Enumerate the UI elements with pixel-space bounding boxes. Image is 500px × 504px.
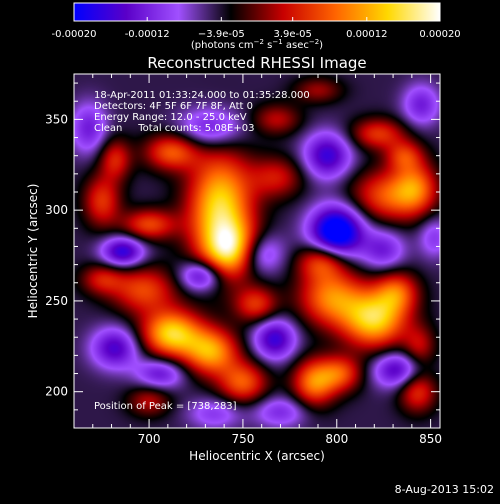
y-tick-label: 250 — [45, 294, 68, 308]
peak-position-label: Position of Peak = [738,283] — [94, 401, 237, 412]
info-line-time: 18-Apr-2011 01:33:24.000 to 01:35:28.000 — [94, 90, 310, 101]
x-tick-label: 750 — [231, 432, 254, 446]
colorbar-gradient — [73, 2, 441, 22]
plot-frame — [73, 73, 441, 429]
colorbar-tick-label: 0.00020 — [419, 29, 460, 40]
colorbar-tick-label: -0.00012 — [125, 29, 170, 40]
x-tick-label: 800 — [325, 432, 348, 446]
x-tick-label: 700 — [138, 432, 161, 446]
y-tick-label: 300 — [45, 203, 68, 217]
colorbar-tick-label: 3.9e-05 — [273, 29, 311, 40]
colorbar-tick-label: −3.9e-05 — [198, 29, 245, 40]
x-axis-label: Heliocentric X (arcsec) — [189, 449, 325, 463]
y-tick-label: 350 — [45, 112, 68, 126]
y-axis-label: Heliocentric Y (arcsec) — [26, 184, 40, 319]
footer-date: 8-Aug-2013 15:02 — [394, 483, 494, 496]
info-line-clean: Clean Total counts: 5.08E+03 — [94, 123, 254, 134]
x-tick-label: 850 — [419, 432, 442, 446]
colorbar-unit-label: (photons cm−2 s−1 asec−2) — [191, 38, 323, 51]
heatmap-image — [74, 74, 440, 428]
chart-title: Reconstructed RHESSI Image — [147, 54, 366, 72]
colorbar-tick-label: -0.00020 — [52, 29, 97, 40]
colorbar-tick-label: 0.00012 — [346, 29, 387, 40]
info-line-detectors: Detectors: 4F 5F 6F 7F 8F, Att 0 — [94, 101, 253, 112]
y-tick-label: 200 — [45, 385, 68, 399]
colorbar: -0.00020 -0.00012 −3.9e-05 3.9e-05 0.00012 0.… — [52, 2, 461, 51]
info-line-energy: Energy Range: 12.0 - 25.0 keV — [94, 112, 247, 123]
observation-info: 18-Apr-2011 01:33:24.000 to 01:35:28.000… — [94, 90, 310, 134]
